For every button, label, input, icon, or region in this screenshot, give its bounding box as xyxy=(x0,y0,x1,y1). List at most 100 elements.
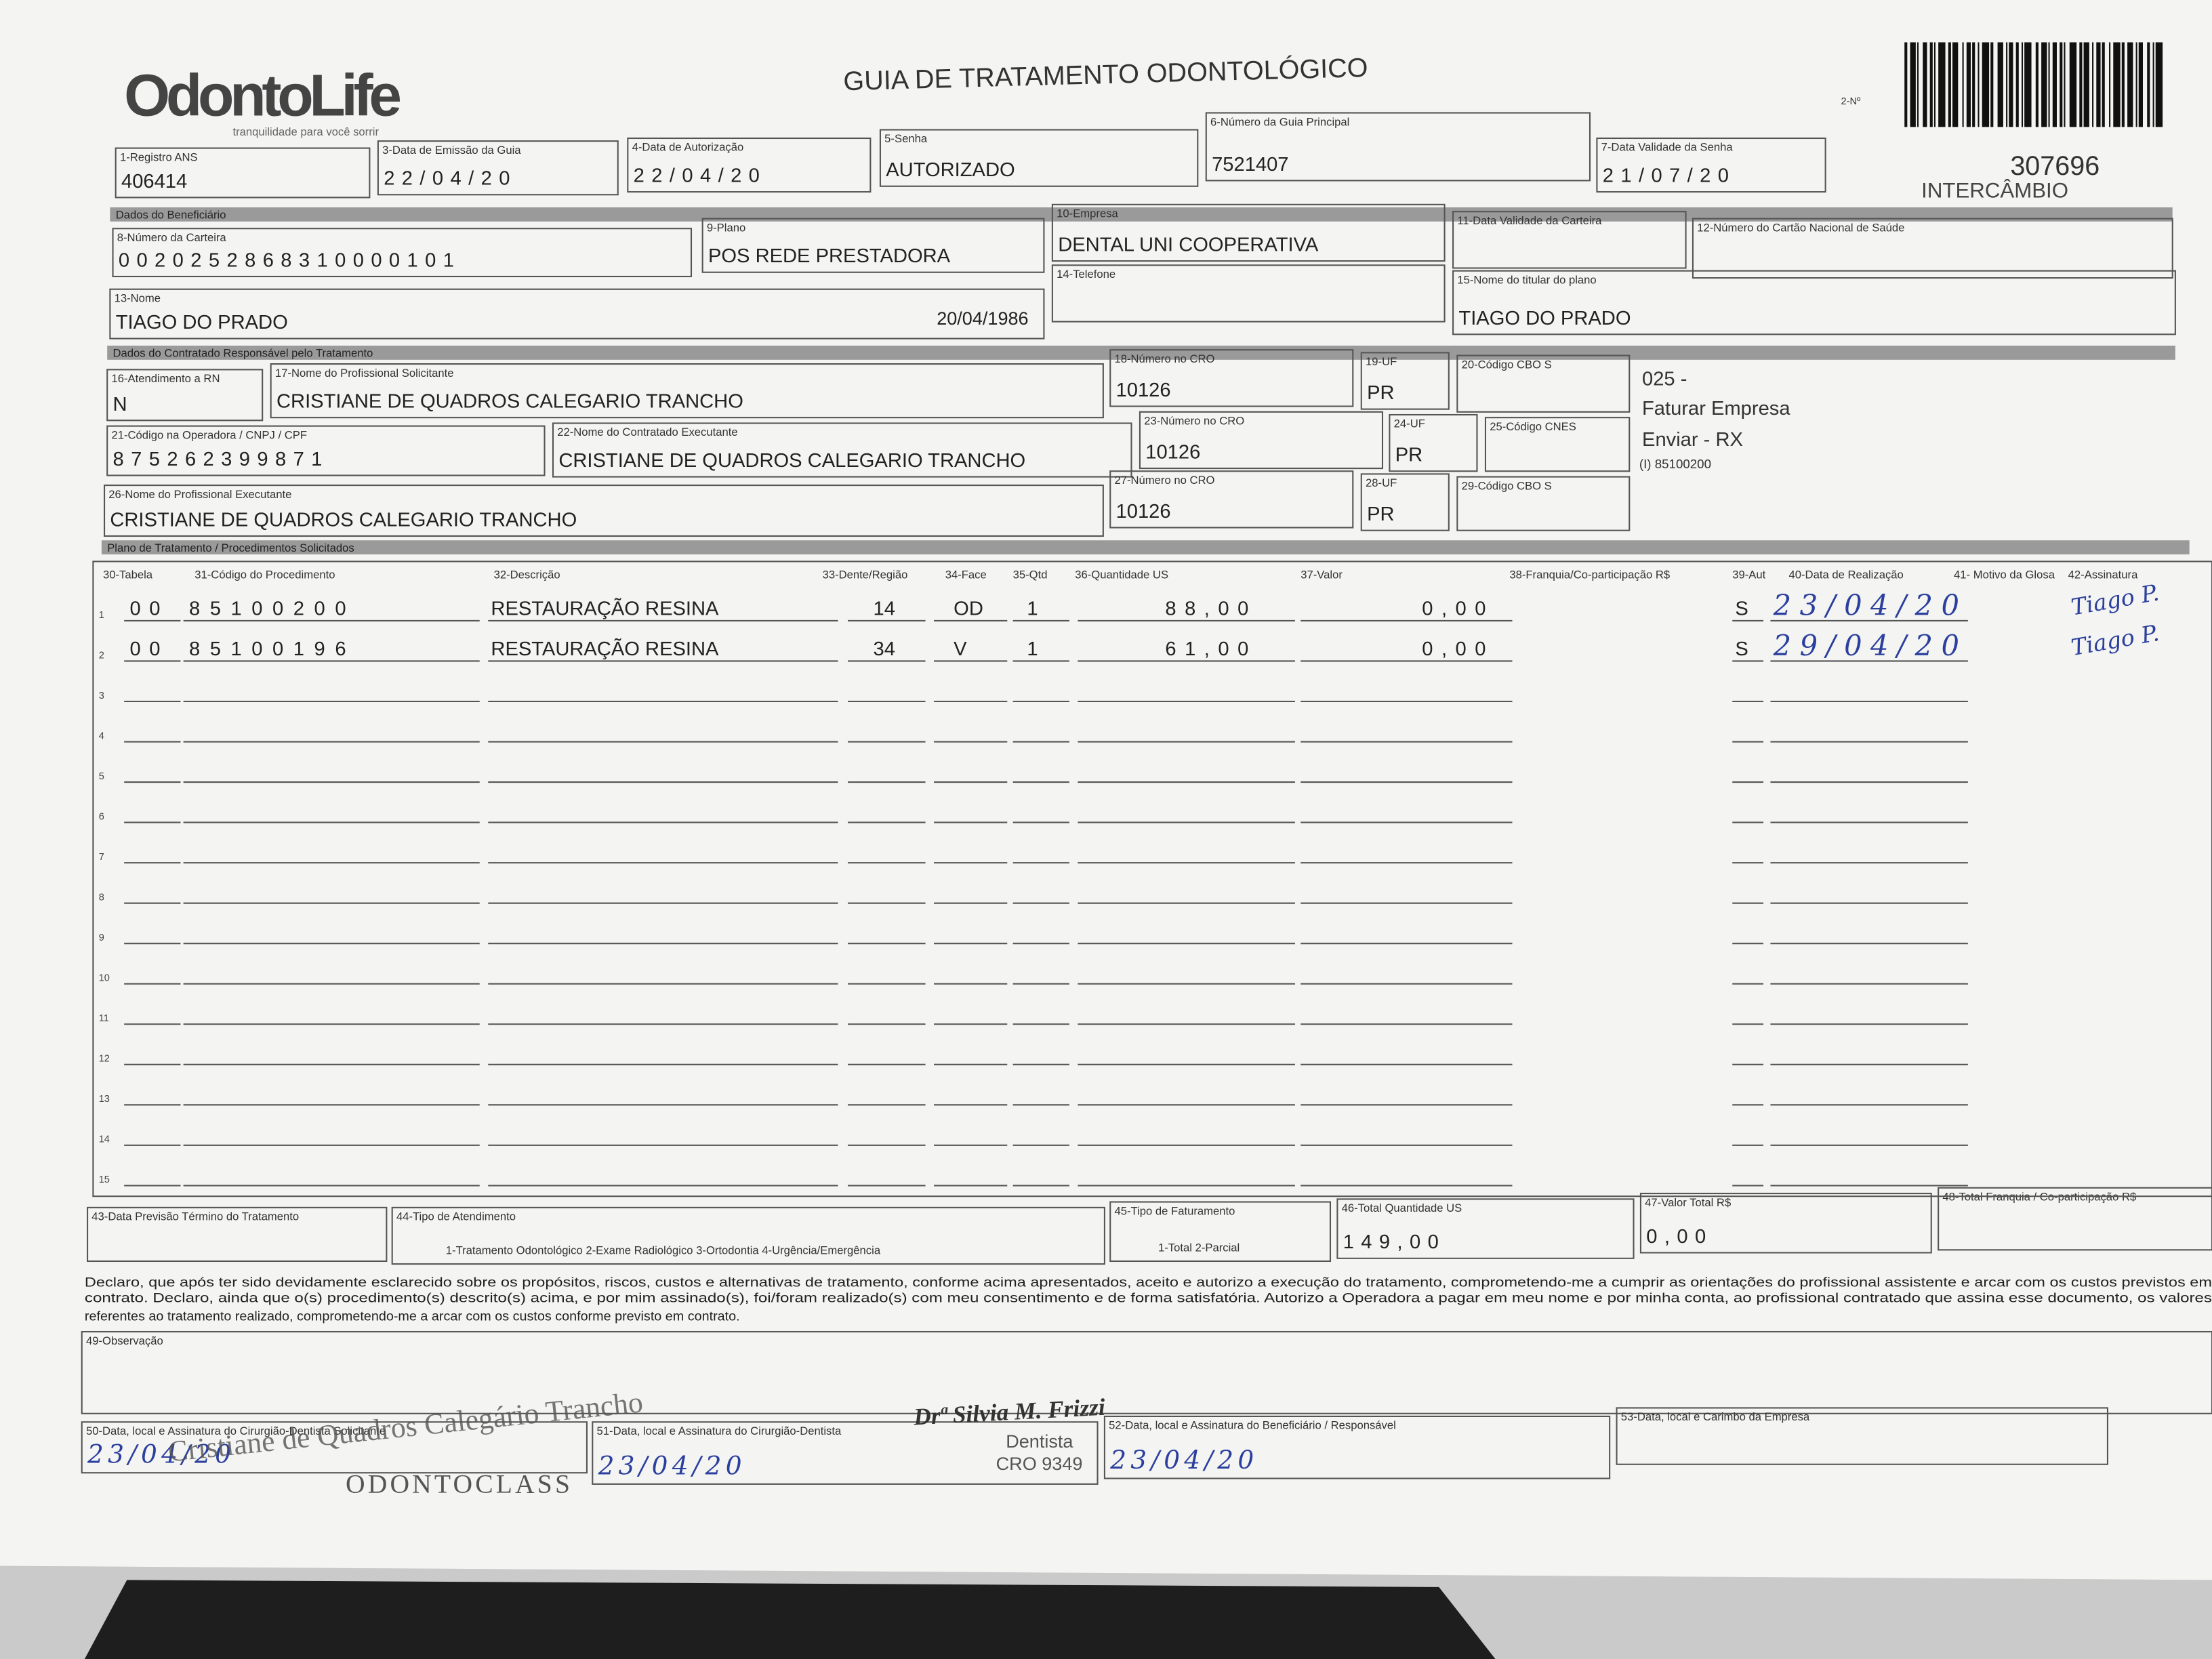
barcode-bar xyxy=(2048,42,2050,127)
cell-face: OD xyxy=(954,598,983,620)
logo: OdontoLife xyxy=(124,62,400,129)
declaration-line: Declaro, que após ter sido devidamente e… xyxy=(85,1275,2212,1290)
barcode-bar xyxy=(2079,42,2083,127)
field-value: 149,00 xyxy=(1343,1231,1446,1253)
box xyxy=(1456,476,1631,531)
row-number: 2 xyxy=(99,650,104,661)
box xyxy=(1452,211,1687,269)
field-value: 23/04/20 xyxy=(1109,1445,1258,1475)
barcode-bar xyxy=(2109,42,2111,127)
field-value: TIAGO DO PRADO xyxy=(116,312,288,333)
field-label: 16-Atendimento a RN xyxy=(111,372,220,385)
field-value: AUTORIZADO xyxy=(886,159,1015,181)
field-value: 875262399871 xyxy=(113,449,329,470)
barcode-bar xyxy=(2083,42,2089,127)
field-label: 6-Número da Guia Principal xyxy=(1210,115,1349,128)
field-label: 45-Tipo de Faturamento xyxy=(1114,1204,1235,1217)
barcode-bar xyxy=(2155,42,2163,127)
box xyxy=(1389,413,1478,472)
cell-tab: 00 xyxy=(130,638,169,660)
box xyxy=(1616,1407,2108,1465)
box xyxy=(1639,1193,1932,1254)
box xyxy=(109,288,1045,340)
box xyxy=(1109,1201,1332,1263)
field-value: N xyxy=(113,394,127,415)
cell-val: 0,00 xyxy=(1422,638,1494,660)
field-label: 10-Empresa xyxy=(1057,207,1118,220)
column-header: 38-Franquia/Co-participação R$ xyxy=(1509,568,1670,581)
barcode-bar xyxy=(2009,42,2013,127)
barcode-bar xyxy=(2060,42,2063,127)
field-value: PR xyxy=(1367,504,1394,525)
field-value: 22/04/20 xyxy=(634,165,767,187)
barcode-bar xyxy=(1972,42,1975,127)
row-number: 11 xyxy=(99,1013,109,1024)
field-label: 22-Nome do Contratado Executante xyxy=(557,426,737,438)
box xyxy=(1103,1415,1611,1479)
barcode-bar xyxy=(1917,42,1919,127)
field-label: 15-Nome do titular do plano xyxy=(1457,273,1596,286)
field-value: 23/04/20 xyxy=(87,1439,235,1469)
field-value: DENTAL UNI COOPERATIVA xyxy=(1058,234,1319,256)
cell-date: 29/04/20 xyxy=(1773,629,1968,662)
declaration-line: referentes ao tratamento realizado, comp… xyxy=(85,1309,740,1324)
column-header: 34-Face xyxy=(945,568,987,581)
barcode-bar xyxy=(2113,42,2121,127)
field-label: 50-Data, local e Assinatura do Cirurgião… xyxy=(86,1425,386,1437)
field-label: 52-Data, local e Assinatura do Beneficiá… xyxy=(1109,1419,1396,1432)
field-value: CRISTIANE DE QUADROS CALEGARIO TRANCHO xyxy=(276,391,743,413)
barcode-bar xyxy=(2052,42,2057,127)
barcode-bar xyxy=(1929,42,1933,127)
column-header: 36-Quantidade US xyxy=(1075,568,1168,581)
field-label: 11-Data Validade da Carteira xyxy=(1457,214,1602,227)
field-value: 10126 xyxy=(1116,501,1171,523)
field-label: 24-UF xyxy=(1394,417,1425,430)
barcode-bar xyxy=(1997,42,2003,127)
column-header: 40-Data de Realização xyxy=(1789,568,1904,581)
barcode-bar xyxy=(2138,42,2143,127)
box xyxy=(270,363,1104,419)
stamp-company: ODONTOCLASS xyxy=(346,1469,573,1498)
barcode-bar xyxy=(1933,42,1936,127)
field-value: 21/07/20 xyxy=(1603,165,1736,187)
field-value: 1-Total 2-Parcial xyxy=(1158,1241,1240,1254)
field-label: 1-Registro ANS xyxy=(120,150,198,163)
barcode-bar xyxy=(1910,42,1916,127)
box xyxy=(1452,270,2176,335)
box xyxy=(552,422,1132,478)
box xyxy=(87,1206,388,1263)
field-label: 47-Valor Total R$ xyxy=(1645,1196,1731,1209)
field-value: 10126 xyxy=(1116,380,1171,401)
barcode-bar xyxy=(2015,42,2019,127)
field-value: CRISTIANE DE QUADROS CALEGARIO TRANCHO xyxy=(110,509,577,531)
field-value: PR xyxy=(1395,445,1422,466)
cell-val: 0,00 xyxy=(1422,598,1494,620)
field-label: 12-Número do Cartão Nacional de Saúde xyxy=(1697,221,1904,234)
barcode-bar xyxy=(2096,42,2101,127)
box xyxy=(92,560,2212,1197)
field-label: 3-Data de Emissão da Guia xyxy=(382,144,521,157)
box xyxy=(104,485,1104,537)
box xyxy=(1938,1187,2212,1251)
field-label: 49-Observação xyxy=(86,1334,163,1347)
barcode-bar xyxy=(2152,42,2154,127)
barcode-bar xyxy=(1938,42,1946,127)
field-label: 25-Código CNES xyxy=(1490,420,1576,433)
row-number: 14 xyxy=(99,1134,110,1145)
barcode-bar xyxy=(1982,42,1990,127)
number-label: 2-Nº xyxy=(1841,96,1861,107)
box xyxy=(377,140,619,196)
barcode-bar xyxy=(2024,42,2032,127)
box xyxy=(81,1331,2212,1414)
field-label: 19-UF xyxy=(1366,355,1397,368)
cell-desc: RESTAURAÇÃO RESINA xyxy=(491,597,719,620)
row-number: 8 xyxy=(99,892,104,903)
field-label: 46-Total Quantidade US xyxy=(1342,1202,1462,1214)
field-value: 22/04/20 xyxy=(384,168,517,190)
field-label: 7-Data Validade da Senha xyxy=(1601,141,1734,154)
cell-aut: S xyxy=(1735,638,1748,660)
section-title: Dados do Beneficiário xyxy=(116,209,226,222)
box xyxy=(1109,470,1354,529)
field-label: 44-Tipo de Atendimento xyxy=(396,1210,516,1223)
barcode-bar xyxy=(1904,42,1908,127)
